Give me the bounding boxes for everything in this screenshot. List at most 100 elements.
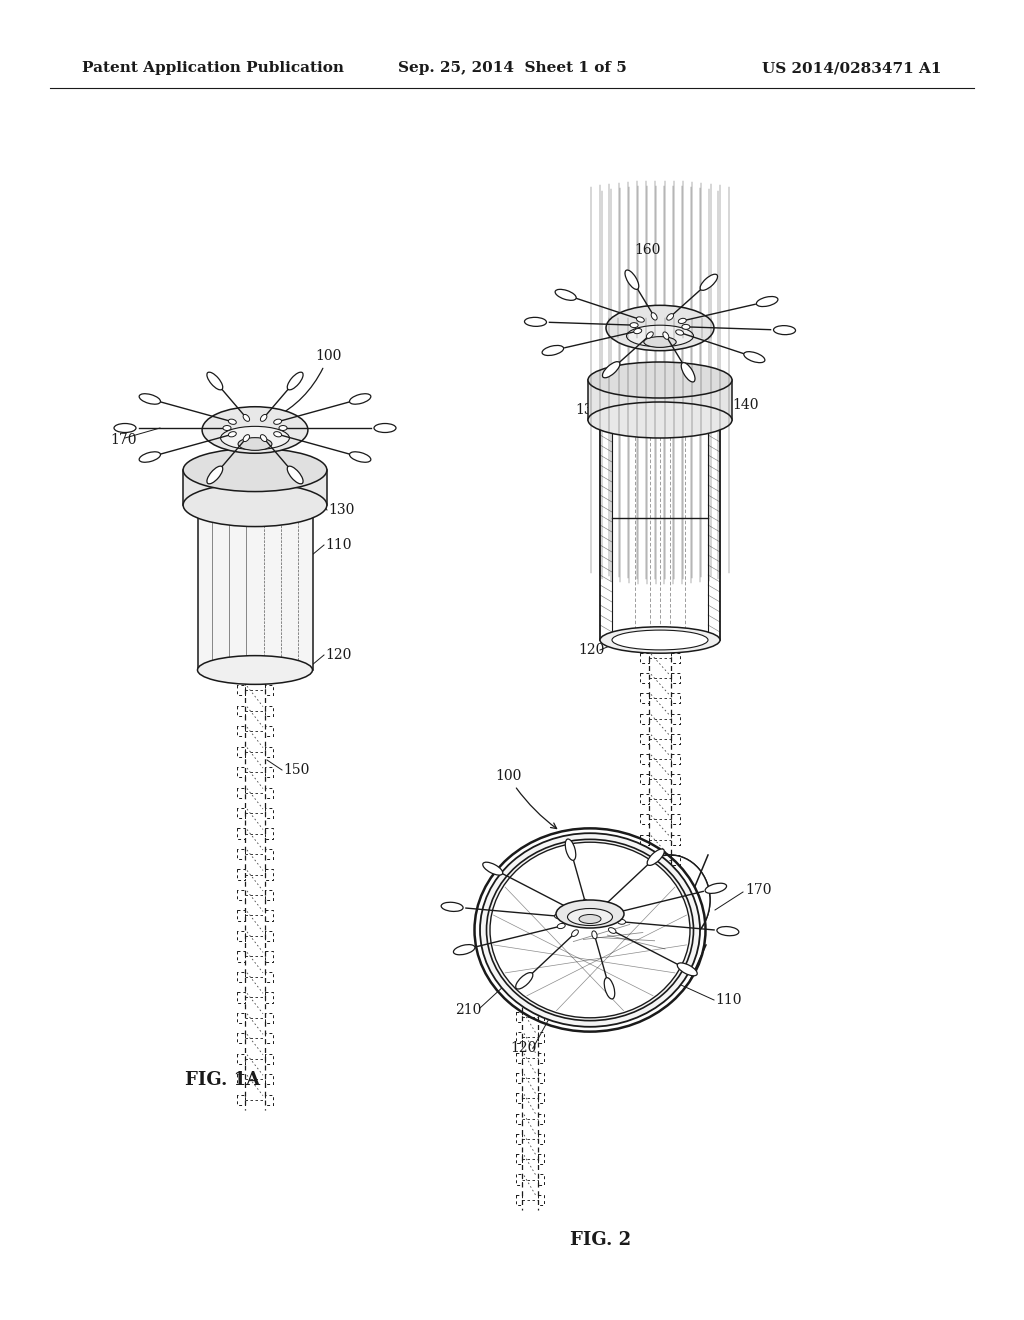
Ellipse shape (564, 904, 571, 911)
Ellipse shape (288, 466, 303, 484)
Ellipse shape (243, 434, 250, 442)
Ellipse shape (490, 842, 690, 1018)
Text: Sep. 25, 2014  Sheet 1 of 5: Sep. 25, 2014 Sheet 1 of 5 (397, 61, 627, 75)
Ellipse shape (516, 973, 532, 989)
Ellipse shape (238, 438, 272, 450)
Ellipse shape (663, 331, 669, 339)
Ellipse shape (183, 483, 327, 527)
Ellipse shape (667, 314, 674, 321)
Ellipse shape (630, 855, 710, 945)
Ellipse shape (183, 449, 327, 491)
Ellipse shape (647, 849, 665, 866)
Bar (588, 380, 732, 420)
Ellipse shape (706, 883, 727, 894)
Ellipse shape (604, 978, 614, 999)
Ellipse shape (198, 471, 312, 499)
Ellipse shape (556, 900, 624, 928)
Ellipse shape (743, 351, 765, 363)
Ellipse shape (228, 432, 237, 437)
Ellipse shape (273, 432, 282, 437)
Ellipse shape (644, 337, 676, 347)
Ellipse shape (349, 393, 371, 404)
Ellipse shape (260, 434, 267, 442)
Text: 130: 130 (575, 403, 601, 417)
Text: 170: 170 (745, 883, 771, 898)
Ellipse shape (700, 275, 718, 290)
Ellipse shape (757, 297, 778, 306)
Ellipse shape (243, 414, 250, 421)
Text: 120: 120 (510, 1041, 537, 1055)
Ellipse shape (557, 924, 565, 928)
Ellipse shape (554, 913, 562, 919)
Ellipse shape (676, 330, 684, 335)
Ellipse shape (682, 325, 690, 329)
Ellipse shape (555, 289, 577, 301)
Ellipse shape (567, 908, 612, 925)
Ellipse shape (608, 928, 616, 933)
Text: 210: 210 (455, 1003, 481, 1016)
Text: 150: 150 (283, 763, 309, 777)
Ellipse shape (617, 919, 626, 924)
Ellipse shape (588, 403, 732, 438)
Ellipse shape (583, 899, 588, 907)
Ellipse shape (773, 326, 796, 335)
Ellipse shape (681, 363, 695, 381)
Ellipse shape (260, 414, 267, 421)
Text: 140: 140 (732, 399, 759, 412)
Ellipse shape (600, 372, 720, 399)
Ellipse shape (279, 425, 287, 430)
Ellipse shape (625, 271, 639, 289)
Ellipse shape (627, 325, 693, 347)
Ellipse shape (441, 903, 463, 911)
Ellipse shape (202, 407, 308, 453)
Text: 130: 130 (328, 503, 354, 517)
Ellipse shape (374, 424, 396, 433)
Text: FIG. 2: FIG. 2 (570, 1232, 631, 1249)
Ellipse shape (223, 425, 231, 430)
Ellipse shape (646, 331, 653, 338)
Ellipse shape (207, 372, 223, 389)
Ellipse shape (228, 420, 237, 424)
Ellipse shape (273, 420, 282, 424)
Ellipse shape (612, 375, 708, 395)
Ellipse shape (602, 902, 608, 908)
Text: FIG. 1A: FIG. 1A (185, 1071, 260, 1089)
Ellipse shape (480, 833, 700, 1027)
Ellipse shape (565, 840, 575, 861)
Ellipse shape (677, 962, 697, 975)
Ellipse shape (579, 915, 601, 924)
Ellipse shape (588, 362, 732, 399)
Ellipse shape (482, 862, 503, 875)
Ellipse shape (630, 322, 638, 327)
Ellipse shape (602, 362, 620, 378)
Ellipse shape (678, 318, 686, 323)
Ellipse shape (592, 931, 597, 939)
Text: 100: 100 (495, 770, 557, 829)
Ellipse shape (630, 855, 710, 945)
Text: 110: 110 (715, 993, 741, 1007)
Ellipse shape (600, 627, 720, 653)
Ellipse shape (542, 346, 563, 355)
Bar (183, 470, 327, 506)
Text: 120: 120 (325, 648, 351, 663)
Ellipse shape (651, 313, 657, 319)
Ellipse shape (114, 424, 136, 433)
Ellipse shape (637, 317, 644, 322)
Ellipse shape (524, 317, 547, 326)
Ellipse shape (349, 451, 371, 462)
Ellipse shape (612, 630, 708, 649)
Text: US 2014/0283471 A1: US 2014/0283471 A1 (763, 61, 942, 75)
Ellipse shape (139, 393, 161, 404)
Text: 120: 120 (578, 643, 604, 657)
Ellipse shape (198, 656, 312, 684)
Ellipse shape (717, 927, 739, 936)
Ellipse shape (571, 929, 579, 936)
Ellipse shape (139, 451, 161, 462)
Text: FIG. 1B: FIG. 1B (620, 911, 696, 929)
Ellipse shape (288, 372, 303, 389)
Ellipse shape (614, 909, 623, 915)
Text: 100: 100 (273, 348, 341, 418)
Text: 110: 110 (325, 539, 351, 552)
Ellipse shape (606, 305, 714, 351)
Text: Patent Application Publication: Patent Application Publication (82, 61, 344, 75)
